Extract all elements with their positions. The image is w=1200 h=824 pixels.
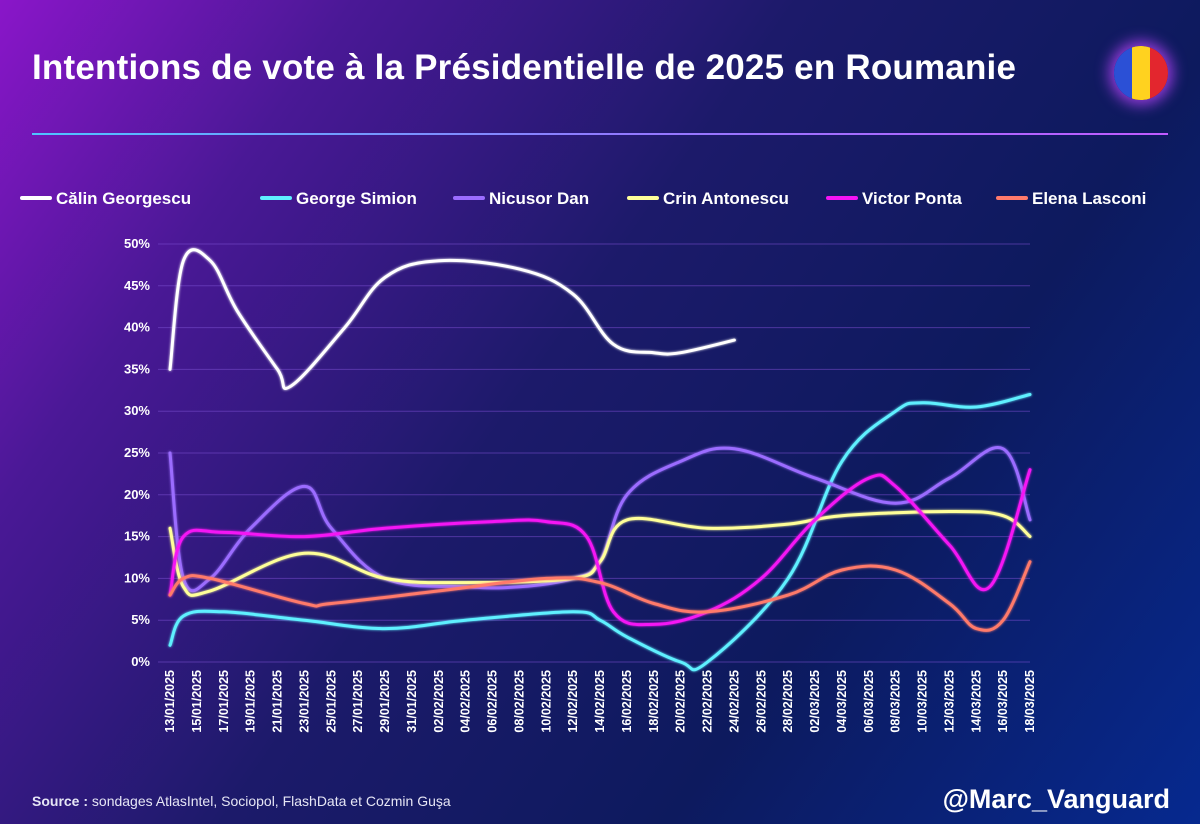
x-tick-label: 17/01/2025 [217,670,231,733]
x-tick-label: 29/01/2025 [378,670,392,733]
y-axis: 0% 5% 10% 15% 20% 25% 30% 35% 40% 45% 50% [124,236,150,669]
flag-stripe-blue [1114,46,1132,100]
series-line-victor-ponta [168,468,1032,627]
legend-label-george-simion: George Simion [296,189,417,208]
y-tick-label: 5% [131,612,150,627]
x-tick-label: 04/02/2025 [459,670,473,733]
x-tick-label: 24/02/2025 [727,670,741,733]
x-tick-label: 21/01/2025 [271,670,285,733]
legend-label-victor-ponta: Victor Ponta [862,189,962,208]
x-tick-label: 06/02/2025 [486,670,500,733]
x-tick-label: 31/01/2025 [405,670,419,733]
x-tick-label: 20/02/2025 [674,670,688,733]
y-tick-label: 40% [124,320,150,335]
chart-legend: Călin Georgescu George Simion Nicusor Dan C… [20,189,1146,208]
source-note: Source : sondages AtlasIntel, Sociopol, … [32,793,451,809]
author-handle: @Marc_Vanguard [942,784,1170,814]
y-tick-label: 20% [124,487,150,502]
x-tick-label: 04/03/2025 [835,670,849,733]
x-tick-label: 06/03/2025 [862,670,876,733]
legend-label-calin-georgescu: Călin Georgescu [56,189,191,208]
x-tick-label: 10/03/2025 [916,670,930,733]
x-tick-label: 15/01/2025 [190,670,204,733]
series-line-calin-georgescu [168,248,736,391]
x-tick-label: 14/03/2025 [969,670,983,733]
y-tick-label: 10% [124,570,150,585]
y-tick-label: 25% [124,445,150,460]
y-tick-label: 50% [124,236,150,251]
x-tick-label: 22/02/2025 [701,670,715,733]
x-tick-label: 18/03/2025 [1023,670,1037,733]
x-tick-label: 16/02/2025 [620,670,634,733]
x-tick-label: 26/02/2025 [754,670,768,733]
x-tick-label: 12/03/2025 [942,670,956,733]
source-text: sondages AtlasIntel, Sociopol, FlashData… [88,793,451,809]
x-tick-label: 13/01/2025 [163,670,177,733]
x-tick-label: 25/01/2025 [324,670,338,733]
x-tick-label: 14/02/2025 [593,670,607,733]
x-tick-label: 16/03/2025 [996,670,1010,733]
y-tick-label: 15% [124,529,150,544]
x-axis: 13/01/2025 15/01/2025 17/01/2025 19/01/2025… [163,670,1037,733]
chart-title: Intentions de vote à la Présidentielle d… [32,48,1017,87]
legend-label-elena-lasconi: Elena Lasconi [1032,189,1146,208]
chart-series [168,248,1032,672]
series-line-elena-lasconi [168,560,1032,632]
y-tick-label: 0% [131,654,150,669]
legend-label-crin-antonescu: Crin Antonescu [663,189,789,208]
y-tick-label: 35% [124,361,150,376]
legend-label-nicusor-dan: Nicusor Dan [489,189,589,208]
x-tick-label: 12/02/2025 [566,670,580,733]
x-tick-label: 08/03/2025 [889,670,903,733]
flag-stripe-red [1150,46,1168,100]
x-tick-label: 23/01/2025 [297,670,311,733]
x-tick-label: 18/02/2025 [647,670,661,733]
source-label: Source : [32,793,89,809]
y-tick-label: 30% [124,403,150,418]
title-divider [32,133,1168,135]
y-tick-label: 45% [124,278,150,293]
x-tick-label: 08/02/2025 [512,670,526,733]
romania-flag-icon [1114,46,1168,100]
x-tick-label: 02/02/2025 [432,670,446,733]
x-tick-label: 28/02/2025 [781,670,795,733]
x-tick-label: 27/01/2025 [351,670,365,733]
x-tick-label: 10/02/2025 [539,670,553,733]
flag-stripe-yellow [1132,46,1150,100]
x-tick-label: 19/01/2025 [244,670,258,733]
x-tick-label: 02/03/2025 [808,670,822,733]
series-line-george-simion [168,393,1032,672]
